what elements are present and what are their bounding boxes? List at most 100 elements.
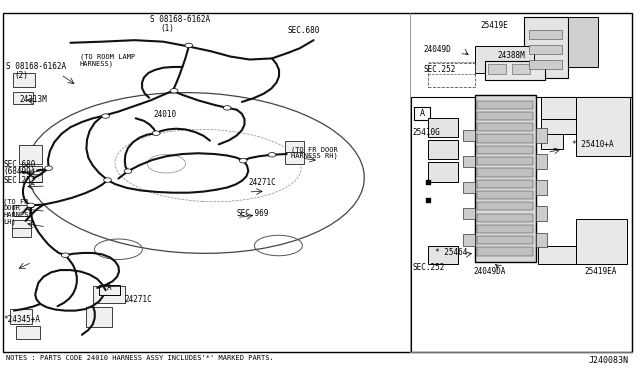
- Bar: [428, 162, 458, 182]
- Circle shape: [239, 158, 247, 163]
- Text: J240083N: J240083N: [589, 356, 628, 365]
- Bar: [13, 73, 35, 87]
- Bar: [488, 64, 506, 74]
- Bar: [414, 107, 430, 120]
- Text: DOOR: DOOR: [3, 205, 20, 211]
- Text: * 25464: * 25464: [435, 248, 468, 257]
- Bar: [536, 128, 547, 143]
- Bar: [475, 95, 536, 262]
- Text: (2): (2): [14, 71, 28, 80]
- Bar: [538, 246, 576, 264]
- Circle shape: [27, 203, 35, 208]
- Bar: [529, 45, 562, 54]
- Bar: [568, 17, 598, 67]
- Text: 24388M: 24388M: [498, 51, 525, 60]
- Bar: [536, 180, 547, 195]
- Text: 25410G: 25410G: [413, 128, 440, 137]
- Text: (68499): (68499): [3, 167, 36, 176]
- Bar: [477, 247, 533, 256]
- Bar: [541, 134, 563, 149]
- Bar: [285, 152, 304, 164]
- Bar: [428, 118, 458, 137]
- Bar: [536, 206, 547, 221]
- Bar: [428, 63, 475, 87]
- Text: HARNESS: HARNESS: [3, 212, 33, 218]
- Text: 24010: 24010: [154, 110, 177, 119]
- Bar: [477, 214, 533, 222]
- Text: 24313M: 24313M: [19, 95, 47, 104]
- Text: 25419EA: 25419EA: [584, 267, 617, 276]
- Bar: [477, 134, 533, 142]
- Bar: [485, 61, 545, 80]
- Text: 24049DA: 24049DA: [474, 267, 506, 276]
- Bar: [463, 234, 475, 246]
- Bar: [477, 112, 533, 120]
- Bar: [576, 219, 627, 264]
- Bar: [576, 97, 630, 156]
- Bar: [86, 307, 112, 327]
- Text: A: A: [106, 283, 111, 292]
- Bar: [99, 285, 120, 295]
- Text: SEC.252: SEC.252: [3, 176, 36, 185]
- Bar: [463, 156, 475, 167]
- Text: NOTES : PARTS CODE 24010 HARNESS ASSY INCLUDES'*' MARKED PARTS.: NOTES : PARTS CODE 24010 HARNESS ASSY IN…: [6, 355, 274, 361]
- Bar: [93, 286, 125, 303]
- Text: SEC.969: SEC.969: [237, 209, 269, 218]
- Text: 25419E: 25419E: [480, 21, 508, 30]
- Bar: [541, 119, 576, 134]
- Text: SEC.252: SEC.252: [413, 263, 445, 272]
- Bar: [16, 326, 40, 339]
- Circle shape: [124, 169, 132, 173]
- Text: A: A: [420, 109, 424, 118]
- Circle shape: [185, 43, 193, 48]
- Text: SEC.680: SEC.680: [288, 26, 321, 35]
- Bar: [477, 100, 533, 109]
- Circle shape: [45, 166, 52, 170]
- Text: * 25410+A: * 25410+A: [572, 140, 613, 149]
- Text: SEC.680: SEC.680: [3, 160, 36, 169]
- Bar: [477, 225, 533, 233]
- Text: HARNESS): HARNESS): [80, 61, 114, 67]
- Bar: [463, 130, 475, 141]
- Text: (TO FR: (TO FR: [3, 198, 29, 205]
- Bar: [428, 140, 458, 159]
- Bar: [529, 60, 562, 69]
- Circle shape: [102, 114, 109, 118]
- Circle shape: [268, 153, 276, 157]
- Bar: [477, 191, 533, 199]
- Text: S 08168-6162A: S 08168-6162A: [6, 62, 67, 71]
- Bar: [19, 166, 42, 182]
- Bar: [541, 97, 576, 119]
- Bar: [411, 97, 632, 352]
- Text: (TO ROOM LAMP: (TO ROOM LAMP: [80, 53, 135, 60]
- Bar: [512, 64, 530, 74]
- Bar: [463, 208, 475, 219]
- Bar: [477, 146, 533, 154]
- Text: 24271C: 24271C: [248, 178, 276, 187]
- Circle shape: [61, 253, 69, 257]
- Text: 24049D: 24049D: [424, 45, 451, 54]
- Circle shape: [223, 106, 231, 110]
- Bar: [477, 202, 533, 211]
- Circle shape: [104, 178, 111, 182]
- Bar: [477, 168, 533, 177]
- Text: HARNESS RH): HARNESS RH): [291, 153, 338, 159]
- Bar: [536, 232, 547, 247]
- Bar: [477, 180, 533, 188]
- Text: SEC.252: SEC.252: [424, 65, 456, 74]
- Text: S 08168-6162A: S 08168-6162A: [150, 15, 211, 24]
- Bar: [529, 30, 562, 39]
- Bar: [475, 46, 534, 73]
- Bar: [10, 309, 32, 324]
- Text: 24271C: 24271C: [125, 295, 152, 304]
- Bar: [477, 236, 533, 244]
- Bar: [536, 154, 547, 169]
- Bar: [477, 157, 533, 165]
- Text: *24345+A: *24345+A: [3, 315, 40, 324]
- Bar: [477, 123, 533, 131]
- Bar: [13, 92, 33, 104]
- Circle shape: [152, 131, 160, 135]
- Text: (1): (1): [160, 24, 174, 33]
- Bar: [463, 182, 475, 193]
- Text: (TO FR DOOR: (TO FR DOOR: [291, 146, 338, 153]
